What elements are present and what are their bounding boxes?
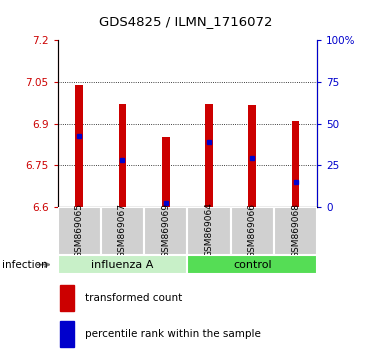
Bar [60,321,75,347]
Bar [60,285,75,310]
Text: influenza A: influenza A [91,259,154,270]
Text: transformed count: transformed count [85,293,182,303]
Text: GSM869068: GSM869068 [291,202,300,257]
Text: control: control [233,259,272,270]
Bar [274,207,317,255]
Bar [249,105,256,207]
Bar [205,104,213,207]
Bar [75,85,83,207]
Bar [187,207,231,255]
Bar [58,207,101,255]
Bar [162,137,170,207]
Bar [231,207,274,255]
Text: infection: infection [2,259,47,270]
Text: GSM869065: GSM869065 [75,202,83,257]
Text: GSM869067: GSM869067 [118,202,127,257]
Bar [292,121,299,207]
Bar [187,255,317,274]
Text: GSM869066: GSM869066 [248,202,257,257]
Text: GDS4825 / ILMN_1716072: GDS4825 / ILMN_1716072 [99,15,272,28]
Text: GSM869064: GSM869064 [204,202,213,257]
Bar [58,255,187,274]
Bar [101,207,144,255]
Bar [144,207,187,255]
Text: percentile rank within the sample: percentile rank within the sample [85,329,261,339]
Text: GSM869069: GSM869069 [161,202,170,257]
Bar [119,104,126,207]
